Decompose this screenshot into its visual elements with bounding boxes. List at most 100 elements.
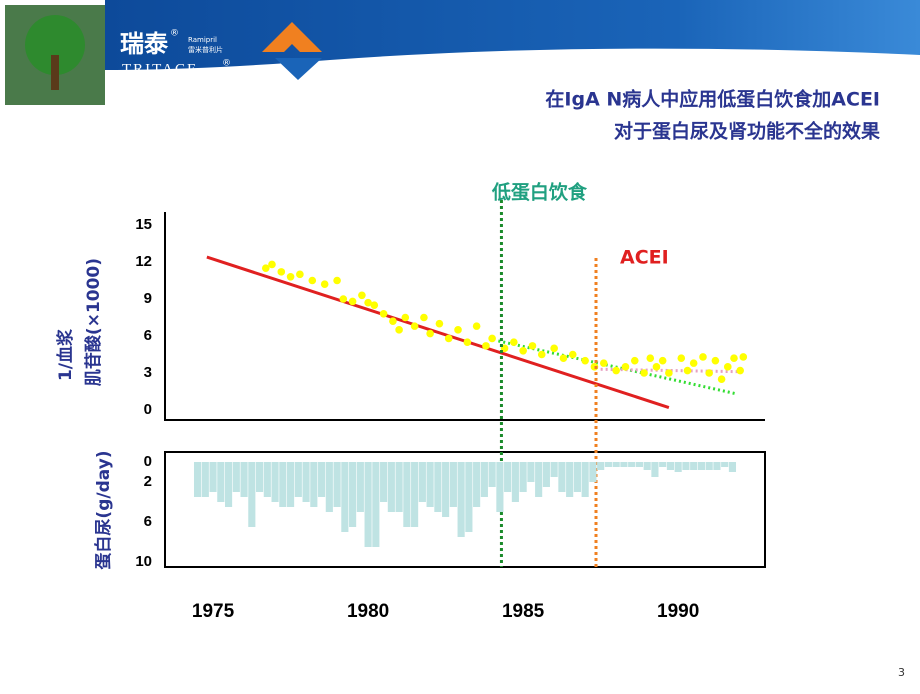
data-point bbox=[488, 334, 496, 343]
bar bbox=[682, 462, 690, 470]
data-point bbox=[568, 350, 577, 359]
data-point bbox=[320, 280, 329, 289]
bar bbox=[519, 462, 527, 492]
data-point bbox=[261, 264, 270, 272]
data-point bbox=[683, 366, 692, 375]
y-axis-label: 蛋白尿(g/day) bbox=[93, 450, 114, 569]
bar bbox=[449, 462, 457, 507]
bar bbox=[573, 462, 581, 492]
bar bbox=[310, 462, 318, 507]
header-band bbox=[105, 0, 920, 70]
logo-icon-lower bbox=[275, 58, 322, 80]
bar bbox=[294, 462, 302, 497]
bar bbox=[597, 462, 605, 470]
bar bbox=[705, 462, 713, 470]
data-point bbox=[537, 350, 546, 359]
bar bbox=[480, 462, 488, 497]
data-point bbox=[528, 342, 537, 350]
data-point bbox=[286, 273, 295, 281]
bar bbox=[209, 462, 217, 492]
bar bbox=[620, 462, 628, 467]
bar bbox=[271, 462, 279, 502]
data-point bbox=[599, 359, 608, 367]
data-point bbox=[519, 347, 527, 355]
bar bbox=[263, 462, 271, 497]
data-point bbox=[705, 369, 713, 377]
data-point bbox=[736, 366, 744, 375]
bar bbox=[434, 462, 442, 512]
y-tick-label: 3 bbox=[144, 364, 152, 381]
data-point bbox=[689, 359, 698, 367]
bar bbox=[713, 462, 721, 470]
data-point bbox=[435, 319, 444, 328]
bar bbox=[558, 462, 566, 492]
bar bbox=[279, 462, 287, 507]
data-point bbox=[444, 334, 453, 343]
data-point bbox=[510, 338, 518, 346]
data-point bbox=[277, 268, 286, 276]
data-point bbox=[482, 342, 490, 350]
data-point bbox=[630, 356, 639, 365]
bar bbox=[643, 462, 651, 470]
slide-title: 在IgA N病人中应用低蛋白饮食加ACEI bbox=[545, 88, 880, 111]
event-label: 低蛋白饮食 bbox=[491, 181, 588, 204]
bar bbox=[473, 462, 481, 507]
bar bbox=[550, 462, 558, 477]
data-point bbox=[268, 260, 276, 269]
bar bbox=[302, 462, 310, 502]
data-point bbox=[677, 354, 686, 363]
y-tick-label: 2 bbox=[144, 473, 152, 490]
bar bbox=[457, 462, 465, 537]
bar bbox=[659, 462, 667, 467]
bar bbox=[325, 462, 333, 512]
data-point bbox=[472, 322, 481, 330]
y-tick-label: 6 bbox=[144, 327, 152, 344]
data-point bbox=[364, 298, 372, 307]
bar bbox=[581, 462, 589, 497]
y-tick-label: 9 bbox=[144, 290, 152, 307]
brand-en: TRITACE bbox=[122, 61, 198, 77]
bar bbox=[589, 462, 597, 482]
data-point bbox=[358, 291, 366, 300]
bar bbox=[372, 462, 380, 547]
x-tick-label: 1980 bbox=[347, 601, 389, 622]
bar bbox=[690, 462, 698, 470]
bar bbox=[201, 462, 209, 497]
data-point bbox=[652, 363, 661, 371]
logo-icon bbox=[262, 22, 322, 52]
data-point bbox=[370, 301, 379, 309]
data-point bbox=[550, 344, 558, 353]
y-tick-label: 0 bbox=[144, 401, 152, 418]
x-tick-label: 1985 bbox=[502, 601, 545, 622]
data-point bbox=[559, 354, 568, 363]
bar bbox=[566, 462, 574, 497]
bar bbox=[527, 462, 535, 482]
y-tick-label: 12 bbox=[135, 253, 152, 270]
data-point bbox=[717, 375, 726, 383]
bar bbox=[651, 462, 659, 477]
bar bbox=[341, 462, 349, 532]
bar bbox=[387, 462, 395, 512]
data-point bbox=[711, 356, 720, 365]
bar bbox=[496, 462, 504, 512]
data-point bbox=[389, 317, 397, 326]
y-tick-label: 15 bbox=[135, 216, 152, 233]
data-point bbox=[379, 310, 388, 318]
data-point bbox=[646, 354, 655, 363]
data-point bbox=[730, 354, 738, 363]
data-point bbox=[581, 356, 589, 365]
data-point bbox=[612, 366, 620, 375]
data-point bbox=[665, 369, 673, 377]
generic-en: Ramipril bbox=[188, 36, 217, 44]
data-point bbox=[308, 276, 317, 285]
event-label: ACEI bbox=[620, 247, 669, 269]
data-point bbox=[463, 338, 472, 346]
bar bbox=[604, 462, 612, 467]
data-point bbox=[348, 297, 357, 306]
bar bbox=[318, 462, 326, 497]
bar bbox=[240, 462, 248, 497]
bar bbox=[465, 462, 473, 532]
bar bbox=[256, 462, 264, 492]
bar bbox=[395, 462, 403, 512]
data-point bbox=[339, 295, 348, 303]
